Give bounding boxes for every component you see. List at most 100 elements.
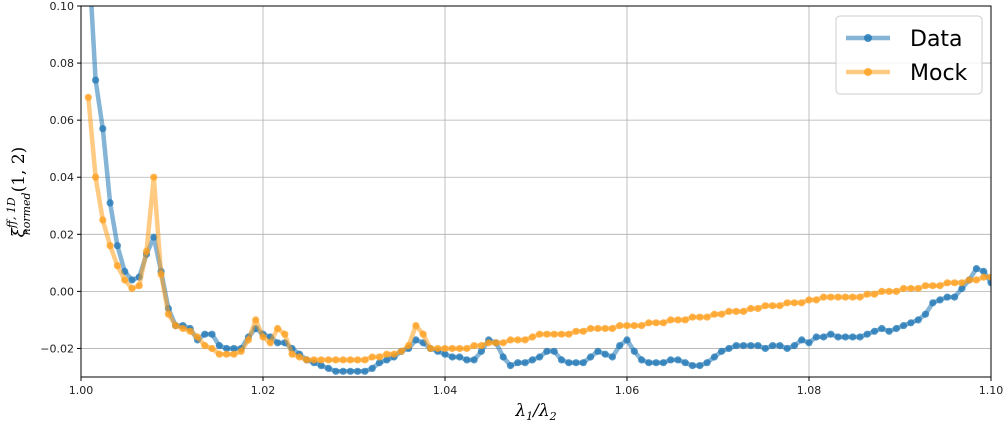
legend-label: Mock: [910, 61, 968, 86]
data-point-mock: [718, 310, 726, 318]
data-point-data: [463, 356, 471, 364]
data-point-mock: [951, 279, 959, 287]
data-point-data: [703, 359, 711, 367]
data-point-mock: [201, 342, 209, 350]
data-point-data: [812, 333, 820, 341]
y-axis-label: ξff, 1D normed(1, 2): [5, 147, 33, 238]
data-point-mock: [652, 319, 660, 327]
data-point-data: [638, 356, 646, 364]
data-point-data: [470, 356, 478, 364]
data-point-mock: [921, 282, 930, 290]
data-point-data: [208, 330, 216, 338]
data-point-data: [987, 279, 991, 287]
data-point-data: [623, 336, 631, 344]
data-point-data: [274, 339, 282, 347]
data-point-mock: [223, 350, 231, 358]
data-point-mock: [354, 356, 362, 364]
data-point-mock: [419, 330, 427, 338]
data-point-data: [652, 359, 660, 367]
data-point-data: [980, 267, 988, 275]
data-point-mock: [441, 344, 449, 353]
data-point-mock: [208, 344, 216, 353]
data-point-data: [696, 362, 704, 370]
legend-entry-data: Data: [846, 27, 963, 52]
series-line-mock: [86, 95, 991, 363]
data-point-data: [761, 344, 769, 353]
data-point-mock: [565, 330, 573, 338]
x-tick-label: 1.04: [433, 384, 458, 397]
data-point-data: [900, 322, 908, 330]
y-tick-label: 0.04: [50, 171, 75, 184]
series-mock: [84, 93, 991, 364]
data-point-mock: [863, 290, 871, 298]
data-point-data: [972, 265, 981, 273]
data-point-mock: [965, 276, 973, 284]
data-point-mock: [616, 322, 624, 330]
data-point-mock: [528, 333, 537, 341]
x-tick-label: 1.02: [251, 384, 276, 397]
data-point-mock: [506, 336, 515, 344]
data-point-data: [223, 344, 231, 353]
data-point-mock: [448, 344, 456, 353]
data-point-mock: [485, 339, 493, 347]
data-point-mock: [281, 330, 289, 338]
data-point-data: [616, 342, 624, 350]
data-point-mock: [936, 282, 944, 290]
data-point-mock: [841, 293, 850, 301]
data-point-mock: [703, 313, 711, 321]
data-point-mock: [543, 330, 551, 338]
x-tick-label: 1.06: [615, 384, 640, 397]
data-point-data: [790, 342, 799, 350]
data-point-mock: [324, 356, 333, 364]
data-point-mock: [900, 284, 908, 293]
data-point-data: [776, 342, 784, 350]
data-point-mock: [914, 284, 922, 293]
y-tick-label: 0.06: [50, 114, 75, 127]
data-point-mock: [623, 322, 631, 330]
data-point-mock: [244, 336, 252, 344]
data-point-data: [820, 333, 828, 341]
data-point-data: [834, 333, 842, 341]
data-point-data: [230, 344, 238, 353]
data-point-mock: [492, 339, 500, 347]
data-point-mock: [798, 299, 806, 307]
data-point-data: [557, 356, 566, 364]
data-point-data: [754, 342, 762, 350]
data-point-mock: [805, 296, 813, 304]
data-point-mock: [157, 270, 165, 278]
data-point-mock: [230, 350, 238, 358]
data-point-data: [572, 359, 580, 367]
data-point-data: [841, 333, 850, 341]
data-point-mock: [172, 322, 180, 330]
data-point-mock: [980, 273, 988, 281]
x-axis-label-sub1: 1: [526, 410, 533, 423]
data-point-mock: [630, 322, 638, 330]
data-point-data: [499, 353, 507, 361]
data-point-data: [361, 367, 369, 375]
y-tick-label: 0.00: [50, 285, 75, 298]
y-axis-label-sup: ff, 1D: [5, 197, 18, 229]
data-point-mock: [732, 307, 740, 315]
x-axis-label-sub2: 2: [549, 410, 557, 423]
data-point-mock: [113, 262, 121, 270]
data-point-mock: [878, 287, 886, 295]
data-point-mock: [834, 293, 842, 301]
data-point-mock: [514, 336, 522, 344]
data-point-mock: [295, 353, 303, 361]
data-point-mock: [164, 310, 172, 318]
data-point-mock: [252, 316, 260, 324]
data-point-mock: [776, 302, 784, 310]
plot-frame: [80, 5, 992, 378]
data-point-mock: [754, 304, 762, 313]
data-point-mock: [142, 247, 151, 255]
data-point-data: [521, 359, 529, 367]
x-tick-label: 1.08: [797, 384, 822, 397]
data-point-data: [354, 367, 362, 375]
data-point-data: [92, 76, 100, 84]
x-axis-label: λ1/λ2: [514, 401, 556, 423]
data-point-data: [747, 342, 755, 350]
data-point-data: [681, 359, 689, 367]
data-point-data: [878, 324, 886, 333]
data-point-data: [332, 367, 340, 375]
